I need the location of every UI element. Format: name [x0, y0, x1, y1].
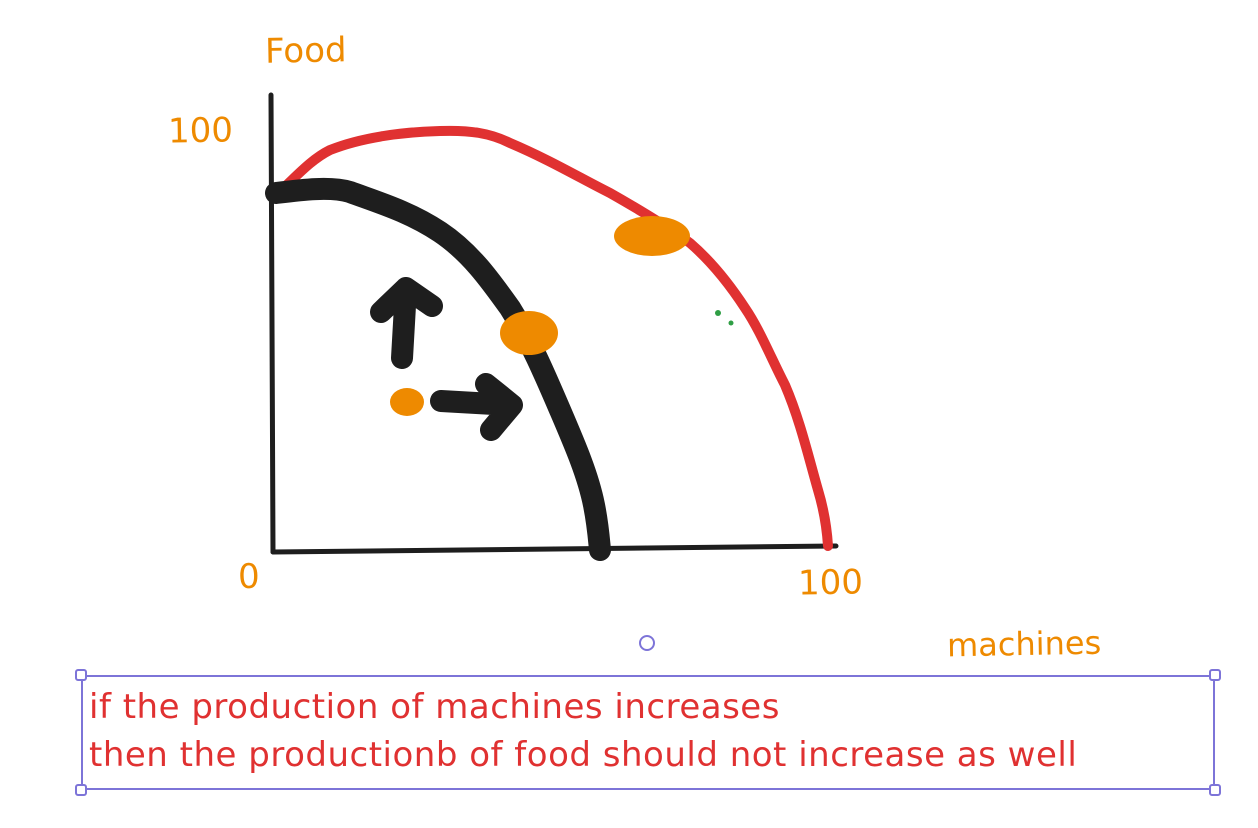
y-axis-label[interactable]: Food [264, 30, 347, 72]
y-axis-line[interactable] [268, 92, 276, 555]
dot-inside[interactable] [390, 388, 424, 416]
note-text-line[interactable]: then the productionb of food should not … [89, 735, 1078, 775]
x-axis-line[interactable] [270, 543, 839, 555]
note-text-line[interactable]: if the production of machines increases [89, 687, 780, 727]
x-axis-label[interactable]: machines [946, 623, 1102, 665]
inner-production-curve[interactable] [265, 177, 611, 561]
green-speck [715, 310, 721, 316]
dot-outer-curve[interactable] [614, 216, 690, 256]
resize-handle-top-left[interactable] [75, 669, 87, 681]
resize-handle-bottom-left[interactable] [75, 784, 87, 796]
outer-production-curve[interactable] [273, 125, 833, 551]
y-max-label[interactable]: 100 [167, 110, 234, 152]
dot-inner-curve[interactable] [500, 311, 558, 355]
selection-box[interactable] [81, 675, 1215, 790]
up-arrow[interactable] [370, 277, 443, 369]
green-speck [728, 320, 734, 326]
rotate-handle[interactable] [639, 635, 655, 651]
origin-label[interactable]: 0 [237, 556, 260, 598]
right-arrow[interactable] [430, 373, 523, 441]
resize-handle-bottom-right[interactable] [1209, 784, 1221, 796]
x-max-label[interactable]: 100 [797, 562, 864, 604]
resize-handle-top-right[interactable] [1209, 669, 1221, 681]
